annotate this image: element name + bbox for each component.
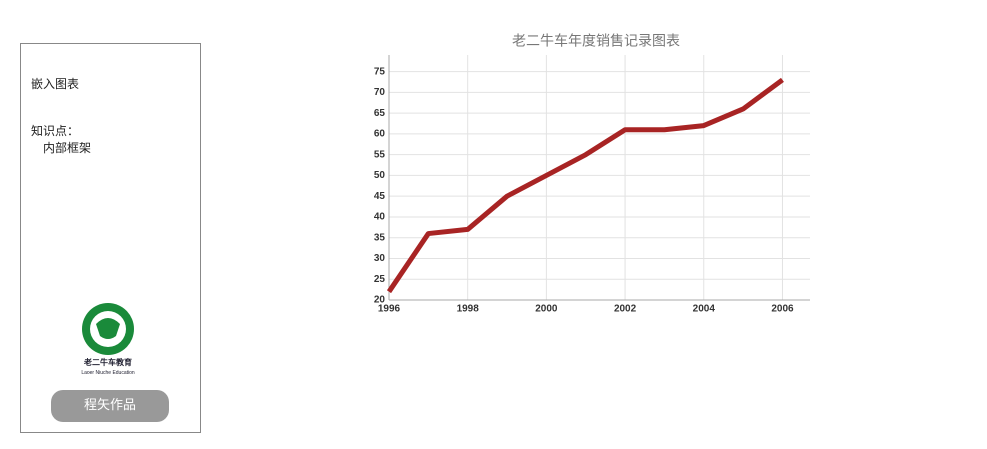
chart-title: 老二牛车年度销售记录图表: [512, 33, 680, 49]
y-tick-label: 20: [374, 295, 386, 306]
y-tick-label: 70: [374, 87, 386, 98]
y-tick-label: 60: [374, 129, 386, 140]
knowledge-item: 内部框架: [43, 141, 92, 155]
logo-text: 老二牛车教育: [83, 357, 132, 367]
y-tick-label: 40: [374, 212, 386, 223]
logo-subtext: Laoer Niuche Education: [81, 370, 135, 376]
logo-mark: [96, 318, 120, 339]
knowledge-label: 知识点：: [31, 124, 80, 138]
x-tick-label: 1998: [457, 304, 480, 315]
sidebar: 嵌入图表 知识点： 内部框架 老二牛车教育 Laoer Niuche Educa…: [20, 43, 201, 433]
y-tick-label: 25: [374, 274, 386, 285]
line: [386, 77, 784, 294]
x-tick-label: 2002: [614, 304, 637, 315]
x-tick-label: 2004: [693, 304, 716, 315]
y-tick-label: 55: [374, 149, 386, 160]
heading: 嵌入图表: [31, 77, 80, 91]
y-tick-label: 30: [374, 253, 386, 264]
x-tick-label: 2006: [771, 304, 794, 315]
button[interactable]: 程矢作品: [51, 390, 169, 422]
y-tick-label: 75: [374, 66, 386, 77]
y-tick-label: 65: [374, 108, 386, 119]
x-tick-label: 2000: [535, 304, 558, 315]
y-tick-label: 50: [374, 170, 386, 181]
x-tick-label: 1996: [378, 304, 401, 315]
y-tick-label: 45: [374, 191, 386, 202]
y-tick-label: 35: [374, 232, 386, 243]
logo: 老二牛车教育 Laoer Niuche Education: [81, 303, 135, 376]
